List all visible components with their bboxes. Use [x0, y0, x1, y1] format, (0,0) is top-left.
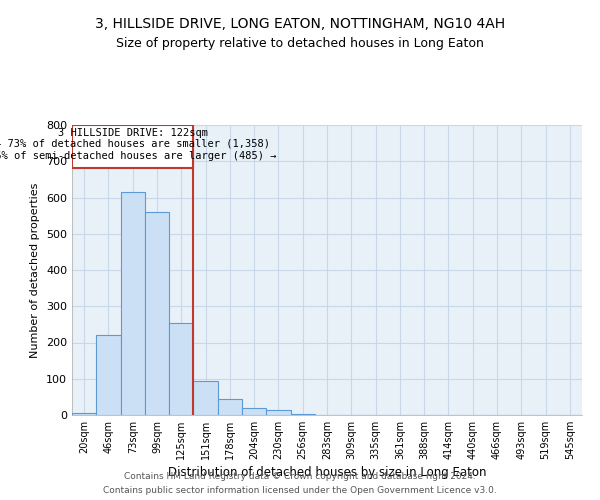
Bar	[169, 322, 193, 415]
Y-axis label: Number of detached properties: Number of detached properties	[31, 182, 40, 358]
Text: 3 HILLSIDE DRIVE: 122sqm: 3 HILLSIDE DRIVE: 122sqm	[58, 128, 208, 138]
Text: Contains public sector information licensed under the Open Government Licence v3: Contains public sector information licen…	[103, 486, 497, 495]
Bar	[145, 212, 169, 415]
Bar	[72, 413, 96, 415]
Bar	[242, 408, 266, 415]
Bar	[193, 380, 218, 415]
Text: 3, HILLSIDE DRIVE, LONG EATON, NOTTINGHAM, NG10 4AH: 3, HILLSIDE DRIVE, LONG EATON, NOTTINGHA…	[95, 18, 505, 32]
Bar	[290, 414, 315, 415]
Text: 26% of semi-detached houses are larger (485) →: 26% of semi-detached houses are larger (…	[0, 151, 277, 161]
Bar	[218, 398, 242, 415]
Bar	[266, 410, 290, 415]
Text: Size of property relative to detached houses in Long Eaton: Size of property relative to detached ho…	[116, 38, 484, 51]
Bar	[121, 192, 145, 415]
FancyBboxPatch shape	[72, 125, 193, 168]
X-axis label: Distribution of detached houses by size in Long Eaton: Distribution of detached houses by size …	[168, 466, 486, 479]
Text: ← 73% of detached houses are smaller (1,358): ← 73% of detached houses are smaller (1,…	[0, 138, 270, 148]
Bar	[96, 335, 121, 415]
Text: Contains HM Land Registry data © Crown copyright and database right 2024.: Contains HM Land Registry data © Crown c…	[124, 472, 476, 481]
